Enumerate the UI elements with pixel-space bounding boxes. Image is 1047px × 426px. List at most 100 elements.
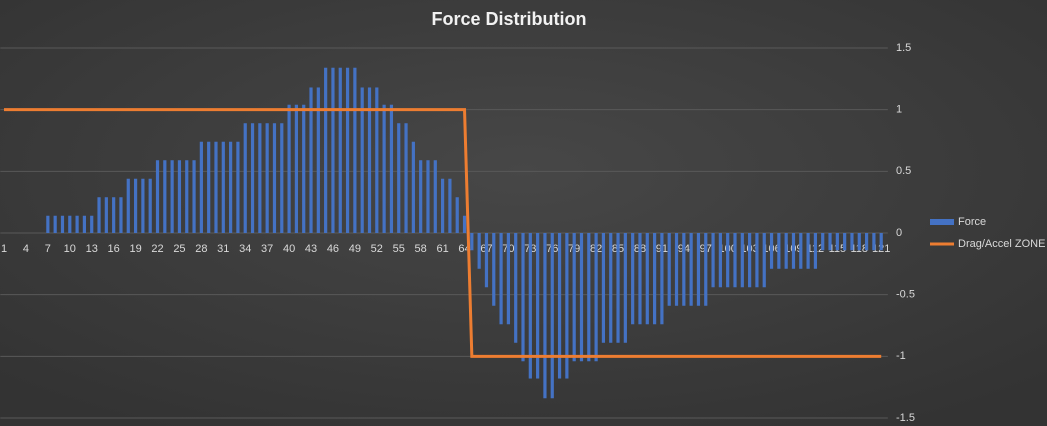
bar: [813, 233, 818, 269]
bar: [207, 141, 211, 233]
bar: [521, 233, 525, 362]
bar: [857, 233, 861, 251]
x-tick-label: 55: [393, 243, 405, 255]
bar: [777, 233, 781, 269]
x-tick-label: 43: [305, 243, 317, 255]
bar: [309, 87, 313, 233]
bar: [828, 233, 832, 251]
bar: [236, 141, 240, 233]
bar: [638, 233, 642, 325]
bar: [60, 215, 65, 233]
bar: [674, 233, 679, 306]
y-tick-label: 1: [896, 104, 902, 116]
x-tick-label: 46: [327, 243, 339, 255]
legend-label: Drag/Accel ZONE: [958, 238, 1045, 250]
x-tick-label: 19: [129, 243, 141, 255]
bar: [623, 233, 627, 343]
bar: [557, 233, 562, 379]
bar: [799, 233, 803, 269]
bar: [170, 160, 174, 233]
bar: [46, 215, 50, 233]
bar: [302, 104, 306, 233]
bar: [835, 233, 839, 251]
x-tick-label: 40: [283, 243, 295, 255]
bar: [631, 233, 635, 325]
bar: [258, 123, 262, 233]
bar: [397, 123, 401, 233]
bar: [185, 160, 189, 233]
bar: [90, 215, 94, 233]
bar: [68, 215, 72, 233]
bar: [704, 233, 708, 306]
bar: [360, 87, 364, 233]
x-tick-label: 49: [349, 243, 361, 255]
bar: [740, 233, 744, 288]
x-tick-label: 4: [23, 243, 29, 255]
bar: [689, 233, 693, 306]
bar: [250, 123, 255, 233]
bar: [133, 178, 138, 233]
bar: [499, 233, 503, 325]
bar: [280, 123, 284, 233]
y-tick-label: -1.5: [896, 412, 915, 424]
bar: [594, 233, 598, 362]
bar: [163, 160, 167, 233]
bar: [506, 233, 510, 325]
bar: [587, 233, 591, 362]
bar: [141, 178, 145, 233]
bar: [755, 233, 759, 288]
bar: [711, 233, 715, 288]
x-tick-label: 1: [1, 243, 7, 255]
bar: [104, 197, 108, 233]
legend-swatch: [930, 219, 954, 225]
bar: [609, 233, 613, 343]
bar: [411, 141, 415, 233]
bar: [550, 233, 554, 399]
bar: [265, 123, 269, 233]
bar: [324, 67, 328, 233]
bar: [843, 233, 847, 251]
y-tick-label: 0: [896, 227, 902, 239]
x-tick-label: 34: [239, 243, 251, 255]
bar: [470, 233, 474, 251]
bar: [762, 233, 766, 288]
bar: [850, 233, 854, 251]
bar: [221, 141, 225, 233]
line: [4, 108, 882, 358]
bar: [272, 123, 277, 233]
bar: [75, 215, 79, 233]
bar: [97, 197, 101, 233]
bar: [375, 87, 379, 233]
bar: [389, 104, 394, 233]
bar: [616, 233, 620, 343]
x-tick-label: 61: [436, 243, 448, 255]
y-tick-label: -0.5: [896, 289, 915, 301]
bar: [565, 233, 569, 379]
x-tick-label: 58: [415, 243, 427, 255]
bar: [748, 233, 752, 288]
bar: [367, 87, 372, 233]
bar: [528, 233, 532, 379]
bar: [441, 178, 445, 233]
bar: [455, 197, 459, 233]
bar: [769, 233, 774, 269]
bar: [601, 233, 606, 343]
bar: [448, 178, 452, 233]
bar: [294, 104, 298, 233]
x-tick-label: 37: [261, 243, 273, 255]
bar: [177, 160, 182, 233]
bar: [543, 233, 547, 399]
bar: [667, 233, 671, 306]
bar: [331, 67, 335, 233]
bar: [229, 141, 233, 233]
bar: [879, 233, 883, 251]
bar: [806, 233, 810, 269]
bar: [316, 87, 320, 233]
x-tick-label: 13: [86, 243, 98, 255]
y-tick-label: -1: [896, 350, 906, 362]
bar: [718, 233, 722, 288]
bar: [426, 160, 430, 233]
bar: [645, 233, 649, 325]
bar: [353, 67, 357, 233]
x-tick-label: 7: [45, 243, 51, 255]
